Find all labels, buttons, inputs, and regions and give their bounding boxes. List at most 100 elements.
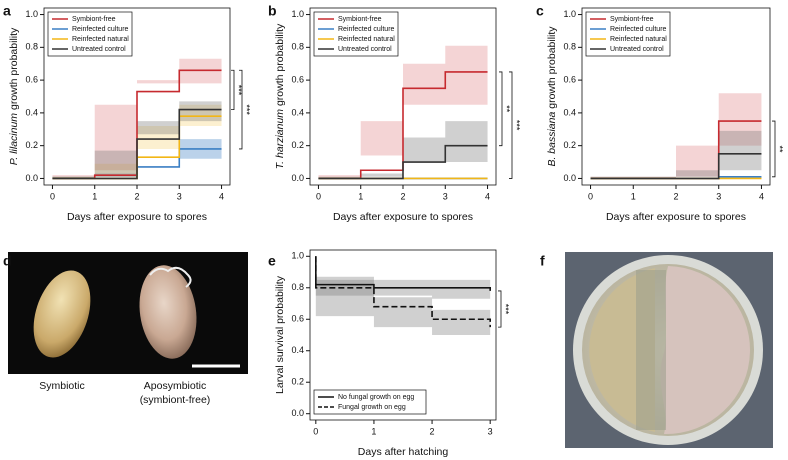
legend-label: Reinfected culture <box>338 26 395 33</box>
caption: (symbiont-free) <box>140 394 211 406</box>
panel-label: c <box>536 3 544 19</box>
y-tick-label: 0.2 <box>563 140 576 150</box>
x-tick-label: 2 <box>430 426 435 436</box>
x-tick-label: 3 <box>443 191 448 201</box>
y-tick-label: 0.0 <box>291 173 304 183</box>
y-tick-label: 1.0 <box>563 9 576 19</box>
y-axis-label-text: growth probability <box>8 27 20 110</box>
y-tick-label: 0.4 <box>563 107 576 117</box>
confidence-band <box>315 256 491 335</box>
significance-bracket <box>498 290 502 328</box>
egg-symbiotic <box>33 270 91 358</box>
y-tick-label: 1.0 <box>25 9 38 19</box>
y-tick-label: 0.6 <box>25 74 38 84</box>
significance-label: *** <box>242 104 252 115</box>
y-tick-label: 0.2 <box>291 140 304 150</box>
y-tick-label: 0.6 <box>563 74 576 84</box>
legend-label: Untreated control <box>72 46 126 53</box>
y-tick-label: 0.8 <box>291 42 304 52</box>
y-tick-label: 0.4 <box>25 107 38 117</box>
y-tick-label: 0.0 <box>291 408 304 418</box>
panel-label: d <box>3 253 12 269</box>
panel-label: f <box>540 253 545 269</box>
legend-label: Reinfected culture <box>72 26 129 33</box>
y-axis-label: Larval survival probability <box>274 275 286 394</box>
y-tick-label: 0.6 <box>291 74 304 84</box>
x-tick-label: 4 <box>219 191 224 201</box>
y-tick-label: 0.4 <box>291 107 304 117</box>
x-tick-label: 4 <box>759 191 764 201</box>
y-tick-label: 0.8 <box>291 282 304 292</box>
x-tick-label: 3 <box>488 426 493 436</box>
caption: Aposymbiotic <box>144 380 206 392</box>
x-tick-label: 4 <box>485 191 490 201</box>
x-axis-label: Days after exposure to spores <box>606 211 746 223</box>
petri-photo <box>565 252 773 448</box>
step-line <box>590 153 762 180</box>
y-tick-label: 0.4 <box>291 345 304 355</box>
significance-bracket <box>772 120 776 178</box>
step-line <box>318 71 488 180</box>
inhibition-zone <box>636 270 666 430</box>
x-tick-label: 0 <box>588 191 593 201</box>
x-tick-label: 3 <box>177 191 182 201</box>
significance-bracket <box>509 71 513 179</box>
caption: Symbiotic <box>39 380 85 392</box>
legend-label: Reinfected natural <box>610 36 667 43</box>
y-axis-label-text: growth probability <box>274 23 286 106</box>
significance-label: *** <box>234 85 244 96</box>
y-axis-label: T. harzianum growth probability <box>274 23 286 169</box>
y-axis-label-species: P. lilacinum <box>8 113 20 166</box>
y-axis-label-text: Larval survival probability <box>274 275 286 394</box>
y-tick-label: 0.8 <box>563 42 576 52</box>
y-axis-label-text: growth probability <box>546 26 558 109</box>
y-axis-label: B. bassiana growth probability <box>546 26 558 167</box>
x-tick-label: 0 <box>50 191 55 201</box>
legend-label: Fungal growth on egg <box>338 404 406 411</box>
legend-label: Reinfected natural <box>338 36 395 43</box>
legend-label: Untreated control <box>610 46 664 53</box>
hyphae <box>149 266 192 288</box>
y-tick-label: 0.0 <box>563 173 576 183</box>
y-axis-label-species: T. harzianum <box>274 109 286 170</box>
x-tick-label: 1 <box>631 191 636 201</box>
x-tick-label: 2 <box>400 191 405 201</box>
legend-label: Symbiont-free <box>72 16 116 23</box>
fungus-half <box>660 266 750 435</box>
y-axis-label-species: B. bassiana <box>546 112 558 167</box>
legend-label: Reinfected culture <box>610 26 667 33</box>
x-tick-label: 1 <box>92 191 97 201</box>
legend-label: Symbiont-free <box>610 16 654 23</box>
legend-label: Reinfected natural <box>72 36 129 43</box>
y-tick-label: 0.2 <box>291 377 304 387</box>
y-axis-label: P. lilacinum growth probability <box>8 27 20 165</box>
legend-box <box>313 389 427 415</box>
y-tick-label: 0.8 <box>25 42 38 52</box>
step-line <box>318 144 488 180</box>
egg-photos <box>8 252 248 374</box>
significance-bracket <box>239 69 243 150</box>
legend-label: Symbiont-free <box>338 16 382 23</box>
y-tick-label: 1.0 <box>291 9 304 19</box>
egg-aposymbiotic <box>139 265 197 359</box>
significance-bracket <box>499 71 503 147</box>
plot-frame <box>309 7 497 186</box>
legend-label: Untreated control <box>338 46 392 53</box>
x-tick-label: 1 <box>358 191 363 201</box>
significance-label: ** <box>775 145 785 153</box>
legend-label: No fungal growth on egg <box>338 394 414 401</box>
panel-label: b <box>268 3 277 19</box>
panel-label: a <box>3 3 11 19</box>
x-tick-label: 0 <box>316 191 321 201</box>
y-tick-label: 0.2 <box>25 140 38 150</box>
plot-frame <box>309 249 497 421</box>
significance-bracket <box>231 69 235 111</box>
significance-label: ** <box>502 105 512 113</box>
x-tick-label: 3 <box>716 191 721 201</box>
x-tick-label: 2 <box>673 191 678 201</box>
x-axis-label: Days after exposure to spores <box>67 211 207 223</box>
plot-frame <box>581 7 771 186</box>
y-tick-label: 0.6 <box>291 314 304 324</box>
significance-label: *** <box>501 304 511 315</box>
